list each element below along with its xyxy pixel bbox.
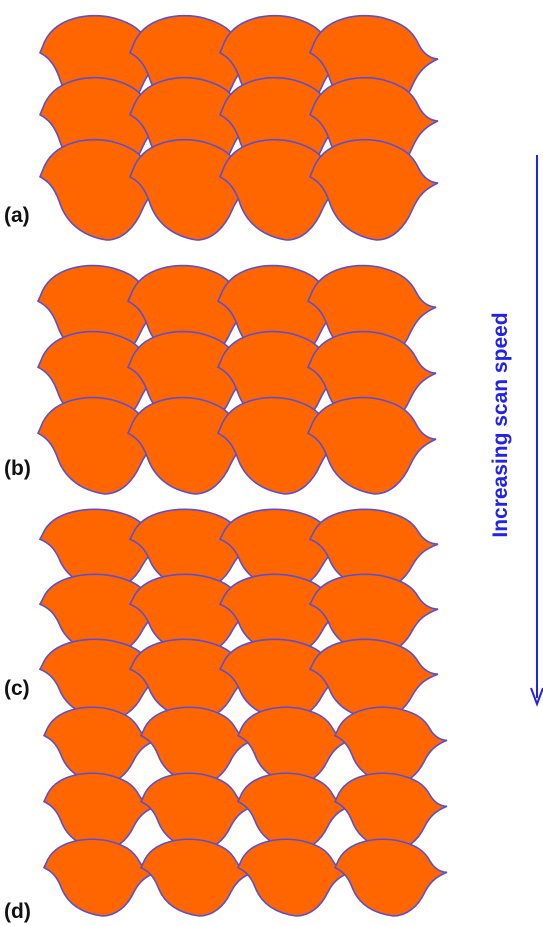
panel-label: (b) [4,457,31,480]
melt-pool [44,773,156,850]
melt-pools [38,16,447,916]
melt-pool [44,839,156,916]
melt-pool [141,773,253,850]
melt-pool [238,773,350,850]
melt-pool [335,839,447,916]
melt-pool [310,140,438,240]
arrow-label: Increasing scan speed [489,312,512,537]
melt-pool [308,398,436,494]
melt-pool [141,839,253,916]
melt-pool [238,707,350,784]
melt-pool [238,839,350,916]
figure: (a) (b) (c) (d) Increasing scan speed [0,0,543,926]
melt-pool [44,707,156,784]
panel-label: (d) [4,900,31,923]
panel-label: (c) [4,677,30,700]
panel-label: (a) [4,204,30,227]
melt-pool [335,707,447,784]
melt-pool [335,773,447,850]
melt-pool [141,707,253,784]
